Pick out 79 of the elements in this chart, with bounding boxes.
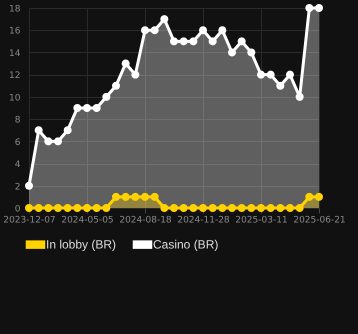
y-tick-label: 12 <box>9 71 20 82</box>
point <box>238 204 246 212</box>
point <box>286 204 294 212</box>
point <box>276 204 284 212</box>
point <box>102 92 110 101</box>
legend-label: Casino (BR) <box>153 238 218 252</box>
point <box>228 204 236 212</box>
point <box>150 26 159 34</box>
point <box>286 70 294 79</box>
point <box>160 204 168 212</box>
point <box>83 104 91 112</box>
point <box>189 204 198 212</box>
point <box>122 192 130 201</box>
point <box>218 26 226 34</box>
point <box>122 60 130 68</box>
point <box>54 204 62 212</box>
point <box>92 204 101 212</box>
point <box>208 37 217 46</box>
y-tick-label: 16 <box>9 26 21 37</box>
point <box>54 137 62 146</box>
point <box>170 204 178 212</box>
point <box>218 204 226 212</box>
x-tick-label: 2024-08-18 <box>119 216 172 226</box>
point <box>257 204 265 212</box>
point <box>83 204 91 212</box>
point <box>296 92 304 101</box>
point <box>25 204 33 212</box>
point <box>315 4 323 12</box>
x-tick-label: 2025-03-11 <box>235 216 288 226</box>
y-tick-label: 2 <box>14 182 20 192</box>
point <box>150 192 159 201</box>
point <box>131 192 140 201</box>
point <box>73 104 82 112</box>
y-tick-label: 4 <box>14 160 21 170</box>
y-tick-label: 8 <box>14 116 21 126</box>
point <box>257 70 265 79</box>
point <box>131 70 140 79</box>
x-tick-label: 2024-11-28 <box>177 216 230 226</box>
point <box>266 204 275 212</box>
x-tick-label: 2025-06-21 <box>293 216 346 226</box>
y-tick-label: 6 <box>14 138 21 148</box>
point <box>64 126 72 134</box>
y-tick-label: 10 <box>9 93 21 104</box>
point <box>208 204 217 212</box>
point <box>247 48 256 56</box>
point <box>112 192 120 201</box>
point <box>199 204 207 212</box>
point <box>180 204 188 212</box>
point <box>25 182 33 190</box>
point <box>238 37 246 46</box>
point <box>276 82 284 90</box>
point <box>73 204 82 212</box>
point <box>199 26 207 34</box>
y-tick-label: 14 <box>9 48 21 59</box>
point <box>170 37 178 46</box>
point <box>102 204 110 212</box>
point <box>44 137 52 146</box>
y-tick-label: 0 <box>14 204 21 214</box>
y-tick-label: 18 <box>9 4 21 14</box>
point <box>34 126 43 134</box>
point <box>189 37 198 46</box>
point <box>266 70 275 79</box>
x-tick-label: 2024-05-05 <box>61 216 114 226</box>
point <box>141 26 149 34</box>
point <box>296 204 304 212</box>
point <box>180 37 188 46</box>
point <box>228 48 236 56</box>
legend-label: In lobby (BR) <box>46 238 116 252</box>
point <box>44 204 52 212</box>
point <box>315 192 323 201</box>
point <box>141 192 149 201</box>
point <box>34 204 43 212</box>
point <box>305 4 314 12</box>
point <box>160 15 168 24</box>
point <box>247 204 256 212</box>
point <box>305 192 314 201</box>
point <box>112 82 120 90</box>
x-tick-label: 2023-12-07 <box>3 216 56 226</box>
point <box>92 104 101 112</box>
